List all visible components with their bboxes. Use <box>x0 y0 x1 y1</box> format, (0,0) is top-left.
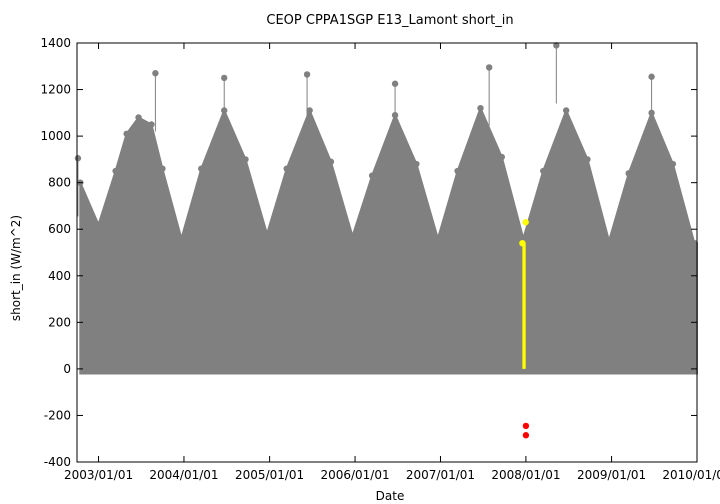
data-point <box>368 172 376 179</box>
data-point <box>135 114 142 121</box>
x-tick-label: 2009/01/01 <box>577 468 646 482</box>
y-tick-label: 200 <box>48 315 71 329</box>
data-point <box>263 230 271 238</box>
y-tick-label: 0 <box>63 362 71 376</box>
x-tick-label: 2006/01/01 <box>320 468 389 482</box>
data-point <box>540 167 547 175</box>
data-point <box>242 156 249 163</box>
data-point <box>562 107 570 114</box>
plot-marks <box>74 42 698 439</box>
y-tick-label: -400 <box>44 455 71 469</box>
x-tick-label: 2008/01/01 <box>491 468 560 482</box>
data-point <box>625 170 632 177</box>
data-point <box>434 235 442 242</box>
data-point <box>198 165 205 172</box>
y-tick-label: 600 <box>48 222 71 236</box>
data-point <box>306 107 313 114</box>
data-point-extreme <box>485 64 493 71</box>
data-point <box>349 233 356 240</box>
data-point-extreme <box>303 71 311 78</box>
data-point-flagged <box>522 219 529 226</box>
y-tick-label: 800 <box>48 176 71 190</box>
data-point-flagged <box>519 239 526 247</box>
x-tick-label: 2005/01/01 <box>235 468 304 482</box>
x-axis-title: Date <box>376 489 405 503</box>
y-tick-label: 1400 <box>40 36 71 50</box>
x-tick-label: 2004/01/01 <box>149 468 218 482</box>
data-point <box>123 130 130 137</box>
y-tick-label: -200 <box>44 408 71 422</box>
data-point-extreme <box>648 73 655 80</box>
data-point-extreme <box>553 42 560 49</box>
x-tick-label: 2003/01/01 <box>64 468 133 482</box>
data-point-bad <box>522 432 530 439</box>
y-tick-label: 1200 <box>40 83 71 97</box>
data-point <box>112 167 119 175</box>
data-point <box>413 160 420 168</box>
data-point <box>691 239 698 247</box>
x-tick-label: 2010/01/01 <box>662 468 720 482</box>
data-point <box>95 221 102 228</box>
x-tick-label: 2007/01/01 <box>406 468 475 482</box>
y-tick-label: 1000 <box>40 129 71 143</box>
data-point <box>159 165 166 172</box>
data-point-extreme <box>152 70 159 77</box>
series-main-envelope <box>79 105 698 375</box>
plot-frame <box>76 42 698 463</box>
data-point <box>148 121 155 128</box>
data-point <box>584 156 591 163</box>
series-flagged-band <box>522 243 526 369</box>
data-point <box>454 167 461 175</box>
data-point <box>178 235 185 242</box>
data-point-extreme <box>221 74 228 82</box>
y-tick-label: 400 <box>48 269 71 283</box>
data-point-extreme <box>74 155 82 162</box>
data-point-bad <box>522 422 530 430</box>
data-point <box>477 104 484 112</box>
data-point <box>669 160 677 168</box>
data-point <box>283 165 290 172</box>
y-axis-title: short_in (W/m^2) <box>9 215 23 321</box>
data-point <box>498 153 506 161</box>
data-point-extreme <box>391 80 399 87</box>
chart-title: CEOP CPPA1SGP E13_Lamont short_in <box>266 13 513 28</box>
data-point <box>327 158 335 165</box>
data-point <box>605 237 613 245</box>
